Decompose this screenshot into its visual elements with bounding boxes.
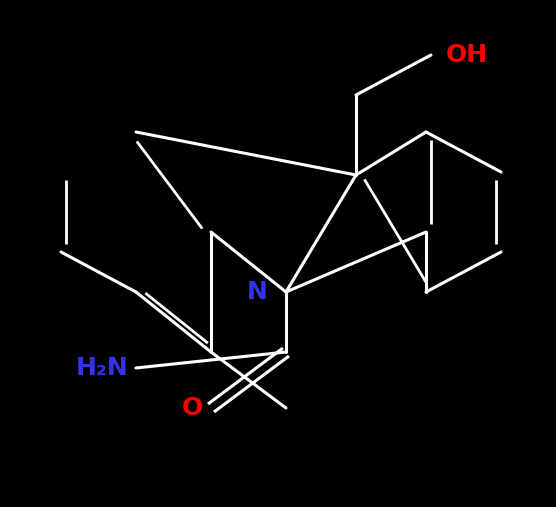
Text: O: O [182, 396, 203, 420]
Text: OH: OH [446, 43, 488, 67]
Text: H₂N: H₂N [75, 356, 128, 380]
Text: N: N [247, 280, 268, 304]
